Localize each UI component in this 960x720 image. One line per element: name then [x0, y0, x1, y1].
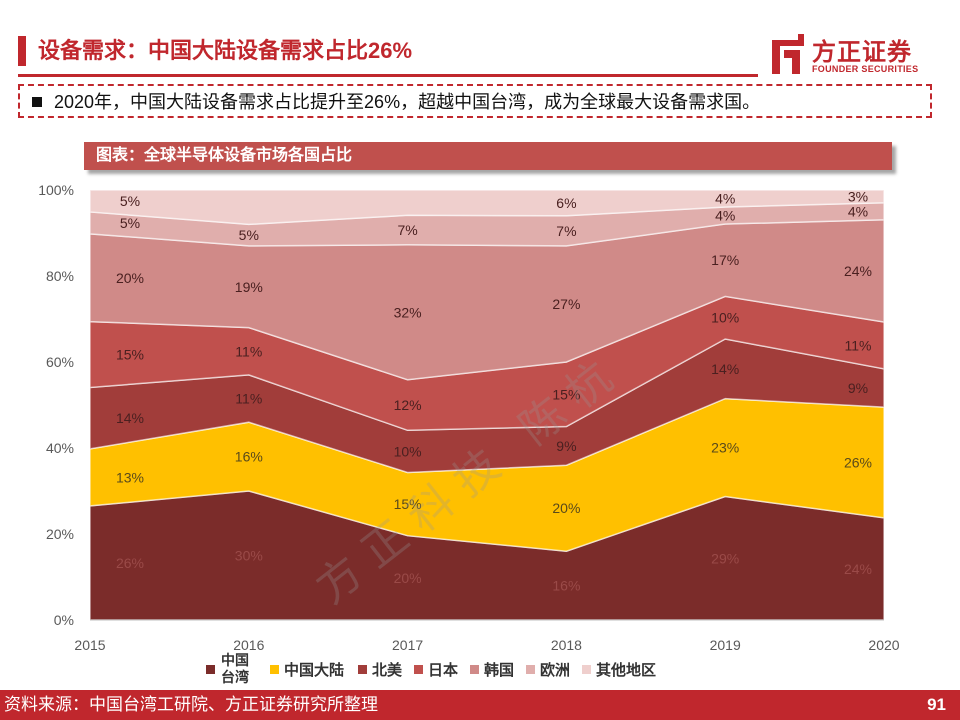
legend-label: 中国 — [221, 652, 249, 668]
legend-swatch — [470, 665, 479, 674]
data-label: 12% — [394, 397, 422, 413]
data-label: 27% — [552, 296, 580, 312]
data-label: 14% — [711, 361, 739, 377]
y-tick-label: 0% — [54, 612, 74, 628]
x-tick-label: 2016 — [233, 637, 264, 653]
data-label: 11% — [235, 391, 262, 407]
data-label: 10% — [394, 443, 422, 459]
legend-swatch — [206, 665, 215, 674]
legend-swatch — [526, 665, 535, 674]
data-label: 10% — [711, 310, 739, 326]
summary-box: 2020年，中国大陆设备需求占比提升至26%，超越中国台湾，成为全球最大设备需求… — [18, 84, 932, 118]
legend-swatch — [358, 665, 367, 674]
legend-swatch — [414, 665, 423, 674]
data-label: 32% — [394, 304, 422, 320]
data-label: 23% — [711, 440, 739, 456]
data-label: 7% — [556, 223, 576, 239]
stacked-area-chart: 26% 30% 20% 16% 29% 24% 13% 16% 15% 20% 23% 26% 14% 1… — [38, 182, 900, 685]
footer-bar: 资料来源：中国台湾工研院、方正证券研究所整理 91 — [0, 690, 960, 720]
data-label: 14% — [116, 410, 144, 426]
summary-text: 2020年，中国大陆设备需求占比提升至26%，超越中国台湾，成为全球最大设备需求… — [54, 92, 761, 112]
data-label: 20% — [552, 500, 580, 516]
y-tick-label: 100% — [38, 182, 74, 198]
x-tick-label: 2020 — [868, 637, 899, 653]
data-label: 7% — [397, 222, 417, 238]
logo-name-cn: 方正证券 — [812, 39, 912, 66]
data-label: 15% — [116, 347, 144, 363]
x-tick-label: 2019 — [710, 637, 741, 653]
data-label: 15% — [394, 496, 422, 512]
legend-swatch — [270, 665, 279, 674]
data-label: 24% — [844, 561, 872, 577]
legend-label: 日本 — [428, 661, 458, 679]
data-label: 5% — [120, 193, 140, 209]
data-label: 4% — [848, 203, 868, 219]
data-label: 9% — [848, 380, 868, 396]
data-label: 11% — [845, 337, 872, 353]
slide-title: 设备需求：中国大陆设备需求占比26% — [38, 38, 413, 63]
data-label: 16% — [552, 578, 580, 594]
data-label: 17% — [711, 252, 739, 268]
page-number: 91 — [927, 695, 946, 714]
legend-label: 其他地区 — [596, 661, 656, 679]
title-underline — [18, 74, 758, 77]
legend-label: 中国大陆 — [284, 661, 344, 679]
source-note: 资料来源：中国台湾工研院、方正证券研究所整理 — [4, 695, 378, 714]
data-label: 11% — [235, 343, 262, 359]
data-label: 29% — [711, 550, 739, 566]
company-logo: 方正证券 FOUNDER SECURITIES — [770, 30, 945, 82]
data-label: 3% — [848, 188, 868, 204]
data-label: 30% — [235, 548, 263, 564]
data-label: 4% — [715, 208, 735, 224]
data-label: 9% — [556, 438, 576, 454]
legend-label: 欧洲 — [540, 661, 570, 679]
legend-label: 台湾 — [221, 669, 249, 685]
bullet-square-icon — [32, 97, 42, 107]
data-label: 15% — [552, 386, 580, 402]
legend-label: 韩国 — [484, 661, 514, 679]
y-tick-label: 20% — [46, 526, 74, 542]
y-tick-label: 60% — [46, 354, 74, 370]
title-accent-bar — [18, 36, 26, 66]
data-label: 20% — [394, 570, 422, 586]
logo-mark-icon — [772, 34, 804, 74]
data-label: 26% — [116, 555, 144, 571]
data-label: 19% — [235, 279, 263, 295]
data-label: 24% — [844, 263, 872, 279]
y-tick-label: 80% — [46, 268, 74, 284]
figure-label-bar: 图表：全球半导体设备市场各国占比 — [84, 142, 892, 170]
legend-swatch — [582, 665, 591, 674]
data-label: 6% — [556, 195, 576, 211]
x-tick-label: 2015 — [74, 637, 105, 653]
area-series-6 — [89, 189, 885, 226]
x-tick-label: 2018 — [551, 637, 582, 653]
x-tick-label: 2017 — [392, 637, 423, 653]
data-label: 4% — [715, 191, 735, 207]
legend-label: 北美 — [372, 661, 403, 679]
logo-name-en: FOUNDER SECURITIES — [812, 64, 919, 74]
figure-label: 图表：全球半导体设备市场各国占比 — [96, 147, 353, 164]
data-label: 16% — [235, 449, 263, 465]
data-label: 13% — [116, 469, 144, 485]
y-tick-label: 40% — [46, 440, 74, 456]
data-label: 5% — [239, 227, 259, 243]
data-label: 20% — [116, 270, 144, 286]
data-label: 26% — [844, 454, 872, 470]
data-label: 5% — [120, 215, 140, 231]
